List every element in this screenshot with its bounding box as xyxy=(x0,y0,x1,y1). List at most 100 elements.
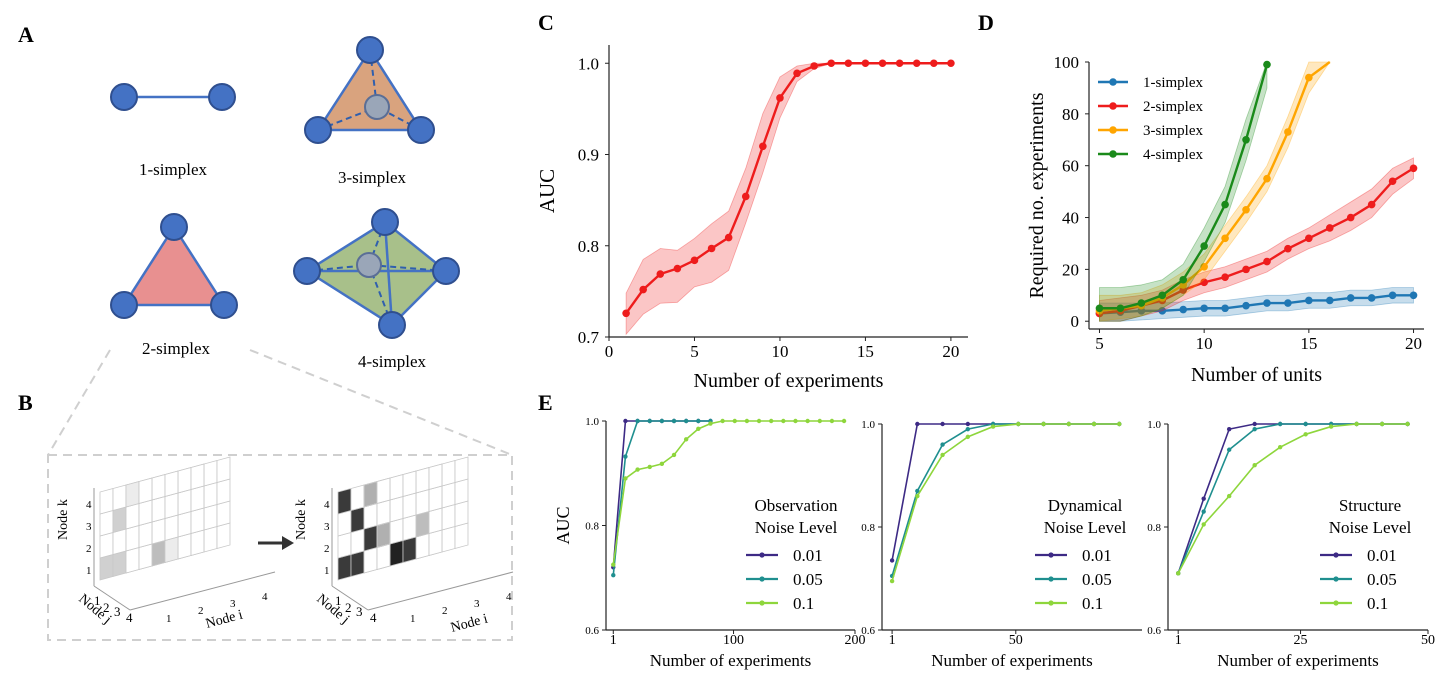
data-point xyxy=(1158,307,1167,315)
y-tick-label: 0.7 xyxy=(578,328,600,347)
data-point xyxy=(1095,304,1104,313)
legend-title: Noise Level xyxy=(1329,518,1412,537)
zoom-guide-left xyxy=(47,349,111,456)
y-tick-label: 0.6 xyxy=(1147,625,1161,637)
data-point xyxy=(744,418,750,424)
data-point xyxy=(793,418,798,424)
data-point xyxy=(1305,296,1313,305)
data-point xyxy=(805,418,810,424)
data-point xyxy=(724,233,733,242)
y-tick-label: 0.9 xyxy=(578,146,599,165)
tensor-cell xyxy=(441,503,456,531)
tensor-cell xyxy=(415,532,430,560)
data-point xyxy=(622,309,630,318)
series-line-0.05 xyxy=(612,420,711,576)
legend-label: 0.1 xyxy=(793,594,814,613)
tensor-cell xyxy=(99,509,114,537)
data-point xyxy=(623,476,628,481)
data-point xyxy=(671,418,677,424)
data-point xyxy=(930,59,938,68)
legend-label: 0.05 xyxy=(793,570,823,589)
data-point xyxy=(639,285,647,294)
legend-marker xyxy=(1048,576,1054,582)
tensor-cell xyxy=(138,543,153,571)
data-point xyxy=(1221,200,1229,209)
data-point xyxy=(912,59,921,68)
tensor-cell xyxy=(454,522,469,550)
legend-label: 1-simplex xyxy=(1143,75,1203,91)
tick-label: 3 xyxy=(324,521,330,533)
legend-label: 3-simplex xyxy=(1143,123,1203,139)
data-point xyxy=(656,270,665,278)
data-point xyxy=(1226,493,1232,499)
legend-title: Noise Level xyxy=(1044,518,1127,537)
tensor-cell xyxy=(164,514,179,542)
series-line-0.1 xyxy=(891,423,1120,582)
axis-line xyxy=(331,585,369,611)
axis-label-node-k: Node k xyxy=(294,499,309,540)
y-tick-label: 0.8 xyxy=(578,237,599,256)
node xyxy=(371,208,399,236)
tensor-zoom-box xyxy=(47,454,513,641)
x-tick-label: 1 xyxy=(610,633,617,648)
data-point xyxy=(1016,421,1021,427)
tensor-cell xyxy=(389,517,404,545)
tensor-cell xyxy=(190,463,205,491)
data-point xyxy=(1201,496,1206,501)
data-point xyxy=(671,452,677,458)
data-point xyxy=(1305,234,1313,243)
tick-label: 1 xyxy=(335,593,342,608)
tensor-cell xyxy=(350,484,365,512)
data-point xyxy=(756,418,762,424)
y-tick-label: 0.6 xyxy=(585,625,599,637)
y-tick-label: 20 xyxy=(1062,260,1079,279)
panel-letter-e: E xyxy=(538,390,553,415)
tensor-cell xyxy=(363,480,378,508)
data-point xyxy=(1277,421,1283,427)
data-point xyxy=(659,418,665,424)
panel-letter-d: D xyxy=(978,10,994,35)
x-tick-label: 10 xyxy=(1196,334,1213,353)
tensor-cell xyxy=(454,478,469,506)
data-point xyxy=(1346,213,1355,222)
tensor-cell xyxy=(350,550,365,578)
tensor-cell xyxy=(190,485,205,513)
x-tick-label: 10 xyxy=(771,342,788,361)
data-point xyxy=(1066,421,1071,427)
data-point xyxy=(878,59,887,68)
axis-line xyxy=(93,585,131,611)
tensor-cell xyxy=(402,536,417,564)
chart-e-structure-noise: 1 25 50 0.6 0.8 1.0 Number of experiments Struc… xyxy=(1147,419,1435,670)
data-point xyxy=(889,558,895,563)
data-point xyxy=(781,418,786,424)
data-point xyxy=(1409,164,1418,173)
tensor-cell xyxy=(99,553,114,581)
data-point xyxy=(1226,447,1232,452)
y-tick-label: 1.0 xyxy=(585,416,599,428)
legend-title: Dynamical xyxy=(1048,496,1123,515)
data-point xyxy=(696,418,701,424)
data-point xyxy=(1284,299,1292,307)
legend-marker xyxy=(759,552,765,558)
data-point xyxy=(1117,421,1122,427)
series-line-0.01 xyxy=(612,420,711,568)
y-axis-label: Required no. experiments xyxy=(1026,92,1048,298)
data-point xyxy=(611,572,616,578)
node xyxy=(210,291,238,319)
series-line-1-simplex xyxy=(1099,294,1414,315)
tensor-cell xyxy=(363,502,378,530)
tick-label: 1 xyxy=(410,613,416,625)
tick-label: 4 xyxy=(86,499,92,511)
data-point xyxy=(1284,244,1292,253)
data-point xyxy=(895,59,904,68)
tensor-cell xyxy=(112,484,127,512)
tick-label: 2 xyxy=(442,605,448,617)
data-point xyxy=(732,418,737,424)
tensor-cell xyxy=(190,529,205,557)
node xyxy=(356,36,384,64)
tensor-cell xyxy=(428,507,443,535)
x-tick-label: 20 xyxy=(942,342,959,361)
data-point xyxy=(810,62,818,70)
data-point xyxy=(990,424,996,429)
tensor-cell xyxy=(177,532,192,560)
